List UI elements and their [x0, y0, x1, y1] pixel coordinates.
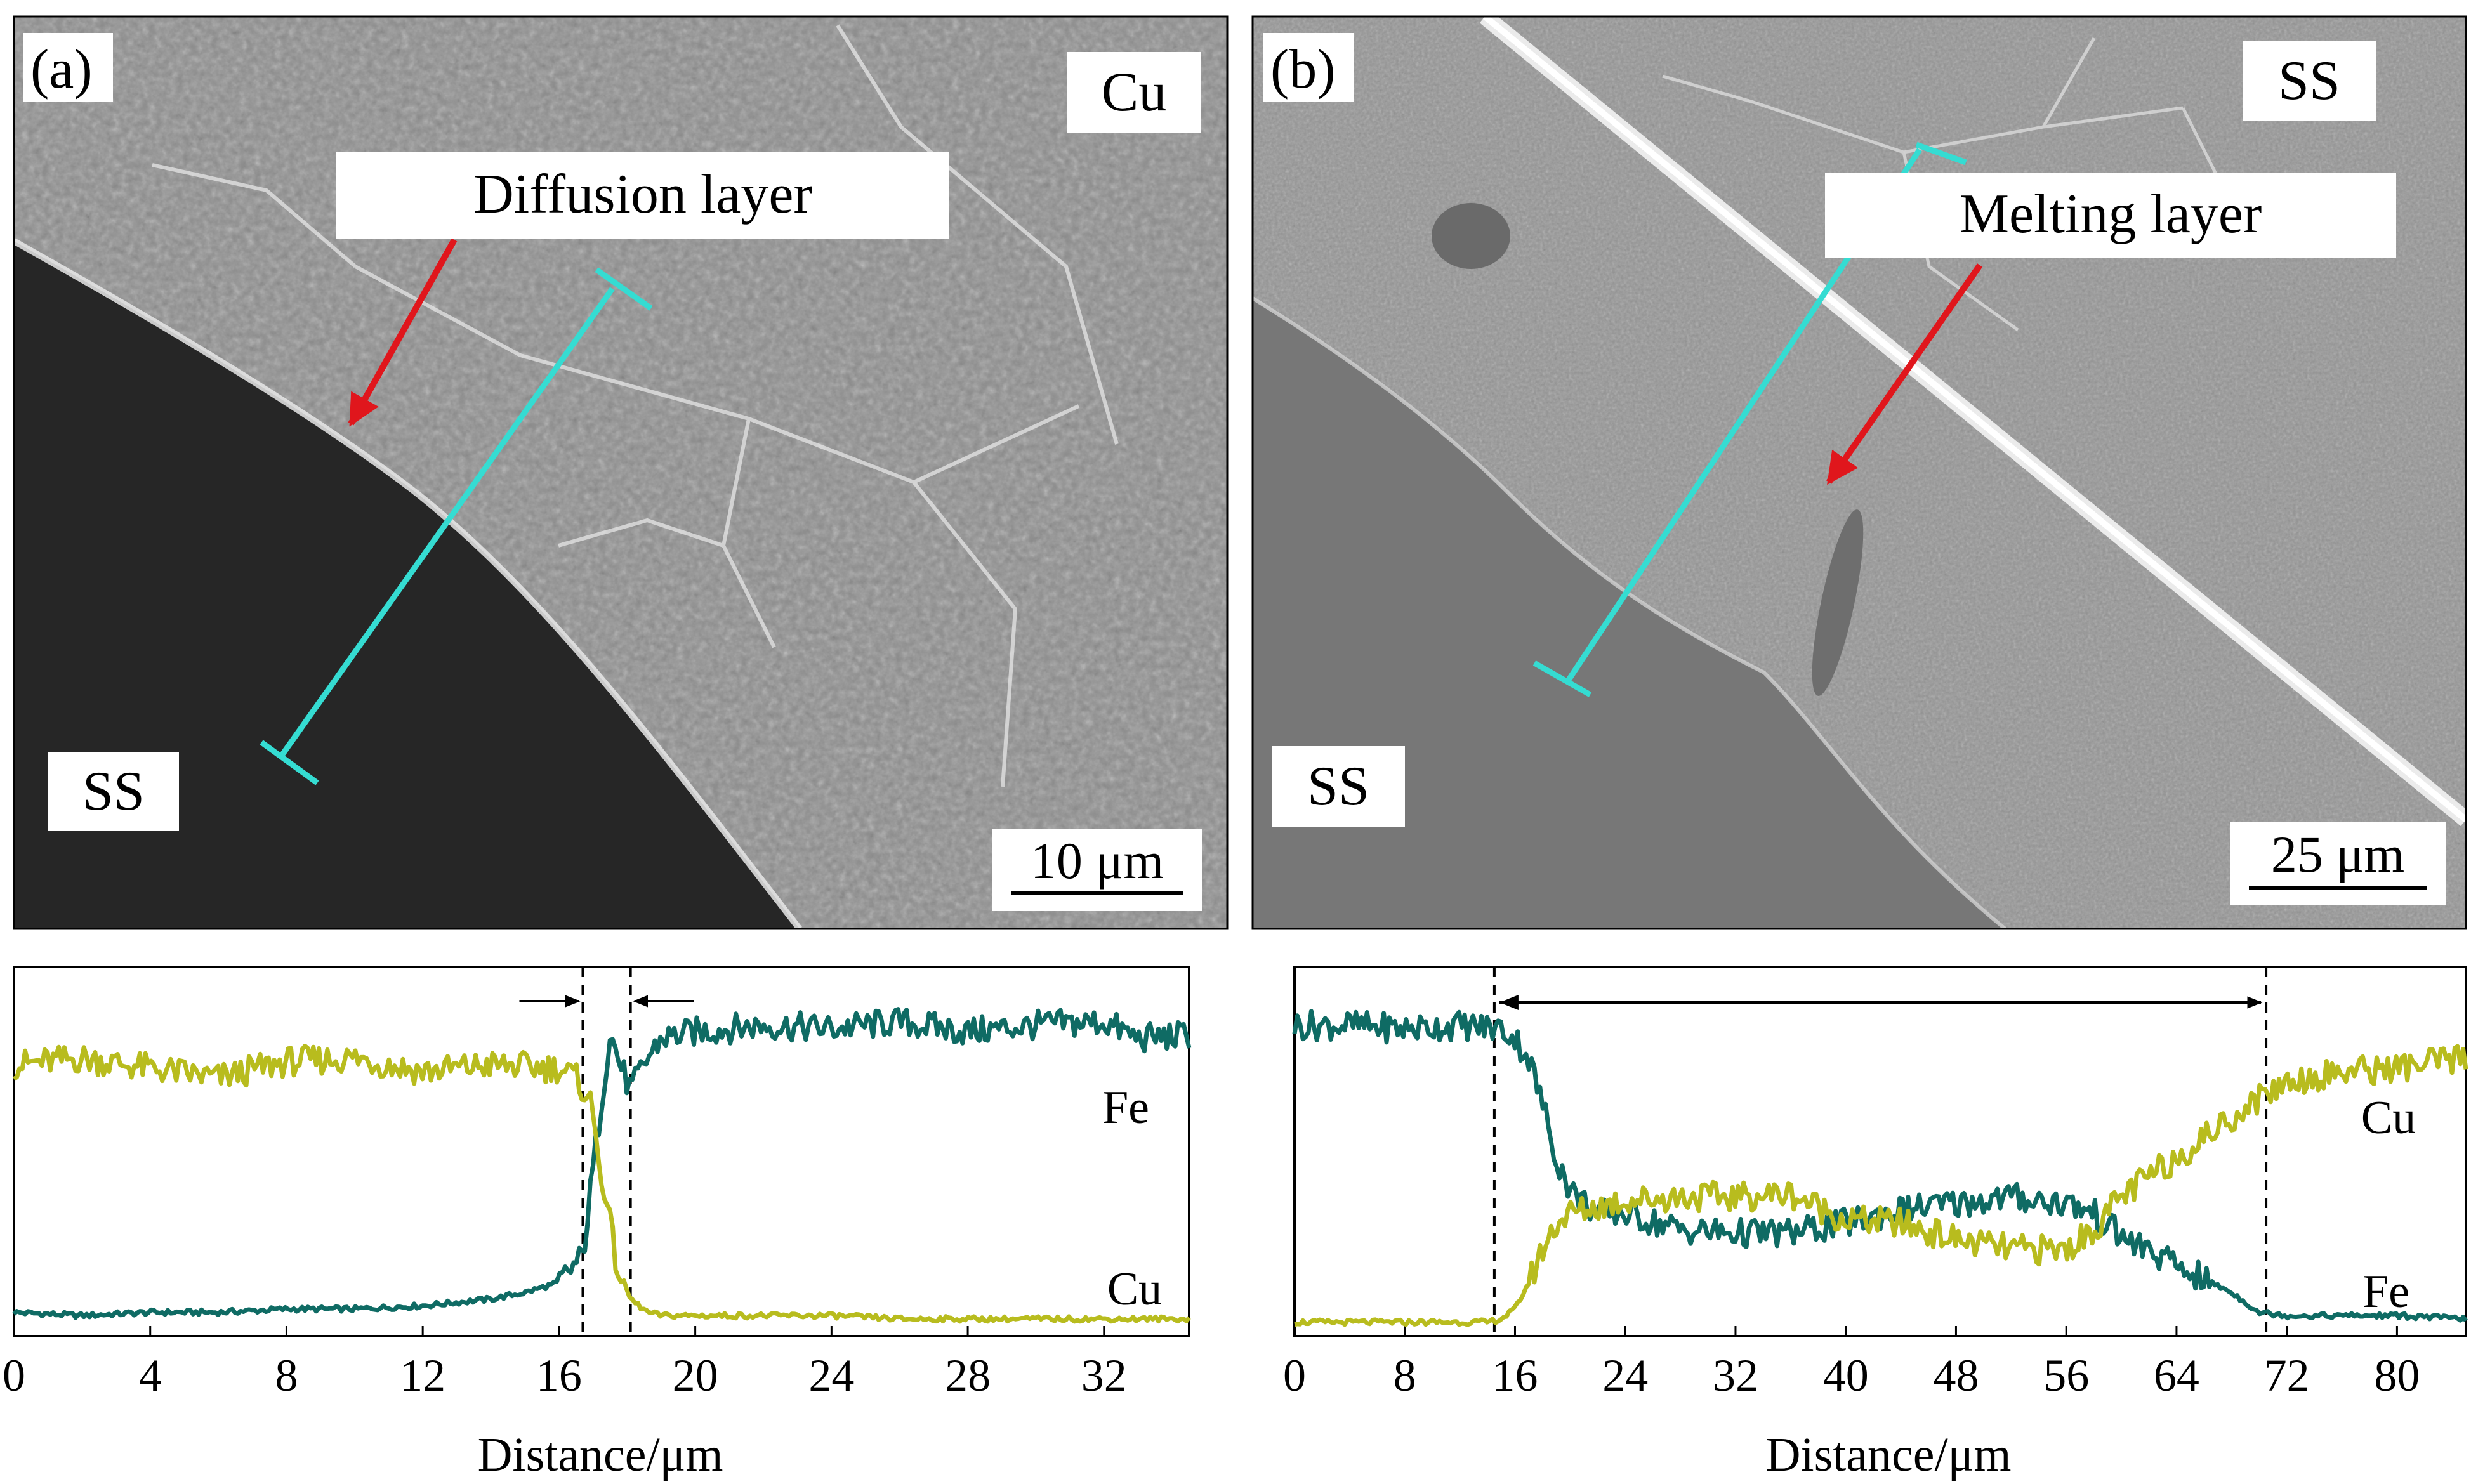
x-tick-label-a-0: 0: [3, 1350, 25, 1401]
x-tick-label-b-1: 8: [1394, 1350, 1416, 1401]
sem-panel-b: (b) SS Melting layer SS 25 μm: [1251, 15, 2467, 930]
x-axis-title-b: Distance/μm: [1766, 1428, 2012, 1481]
x-tick-label-a-5: 20: [673, 1350, 718, 1401]
line-scan-chart-a: 0 4 8 12 16 20 24 28 32 Fe Cu Distance/μm: [3, 966, 1192, 1481]
series-line-fe-b: [1292, 1009, 2468, 1323]
series-label-fe-b: Fe: [2362, 1266, 2409, 1318]
series-line-cu-b: [1294, 1044, 2468, 1327]
sem-micrograph-b: [1253, 16, 2466, 929]
layer-label-b: Melting layer: [1960, 183, 2262, 245]
x-tick-label-b-3: 24: [1602, 1350, 1648, 1401]
x-tick-label-a-4: 16: [536, 1350, 582, 1401]
x-tick-label-a-3: 12: [400, 1350, 445, 1401]
x-tick-label-b-5: 40: [1823, 1350, 1869, 1401]
x-axis-ticks-a: 0 4 8 12 16 20 24 28 32: [3, 1326, 1127, 1401]
scale-bar-label-a: 10 μm: [1031, 832, 1164, 890]
x-tick-label-b-0: 0: [1283, 1350, 1306, 1401]
layer-arrow-a: [348, 238, 458, 427]
series-label-cu-a: Cu: [1107, 1263, 1162, 1315]
series-lines-a: [12, 1007, 1192, 1324]
material-label-cu: Cu: [1102, 62, 1167, 123]
x-tick-label-a-7: 28: [945, 1350, 991, 1401]
x-tick-label-b-2: 16: [1492, 1350, 1538, 1401]
plot-frame-a: [13, 966, 1190, 1337]
x-tick-label-b-6: 48: [1933, 1350, 1979, 1401]
series-line-cu-a: [13, 1044, 1191, 1324]
x-tick-label-b-9: 72: [2264, 1350, 2310, 1401]
boundary-markers-a: [519, 967, 694, 1336]
panel-label-a: (a): [30, 39, 93, 100]
layer-width-arrowhead-left-b: [1499, 995, 1519, 1010]
x-tick-label-a-1: 4: [139, 1350, 162, 1401]
series-label-cu-b: Cu: [2361, 1092, 2416, 1144]
layer-label-a: Diffusion layer: [473, 164, 812, 225]
scale-bar-label-b: 25 μm: [2271, 825, 2404, 883]
x-tick-label-a-2: 8: [275, 1350, 298, 1401]
material-label-ss-top: SS: [2278, 50, 2340, 112]
x-tick-label-b-4: 32: [1713, 1350, 1758, 1401]
material-label-ss-a: SS: [82, 761, 145, 822]
line-scan-chart-b: 0 8 16 24 32 40 48 56 64 72 80 Cu Fe Distance/μm: [1283, 966, 2468, 1481]
x-axis-ticks-b: 0 8 16 24 32 40 48 56 64 72 80: [1283, 1326, 2420, 1401]
material-label-ss-b: SS: [1307, 756, 1369, 817]
series-lines-b: [1292, 1009, 2468, 1327]
panel-label-b: (b): [1270, 39, 1336, 100]
line-scan-marker-a: [260, 267, 653, 785]
x-tick-label-b-10: 80: [2374, 1350, 2420, 1401]
x-axis-title-a: Distance/μm: [478, 1428, 723, 1481]
layer-arrow-b: [1826, 263, 1983, 485]
series-label-fe-a: Fe: [1102, 1082, 1149, 1134]
x-tick-label-a-8: 32: [1081, 1350, 1127, 1401]
x-tick-label-b-8: 64: [2154, 1350, 2199, 1401]
sem-panel-a: (a) Cu Diffusion layer SS 10 μm: [13, 15, 1229, 930]
x-tick-label-a-6: 24: [808, 1350, 854, 1401]
x-tick-label-b-7: 56: [2043, 1350, 2089, 1401]
series-line-fe-a: [12, 1007, 1192, 1320]
